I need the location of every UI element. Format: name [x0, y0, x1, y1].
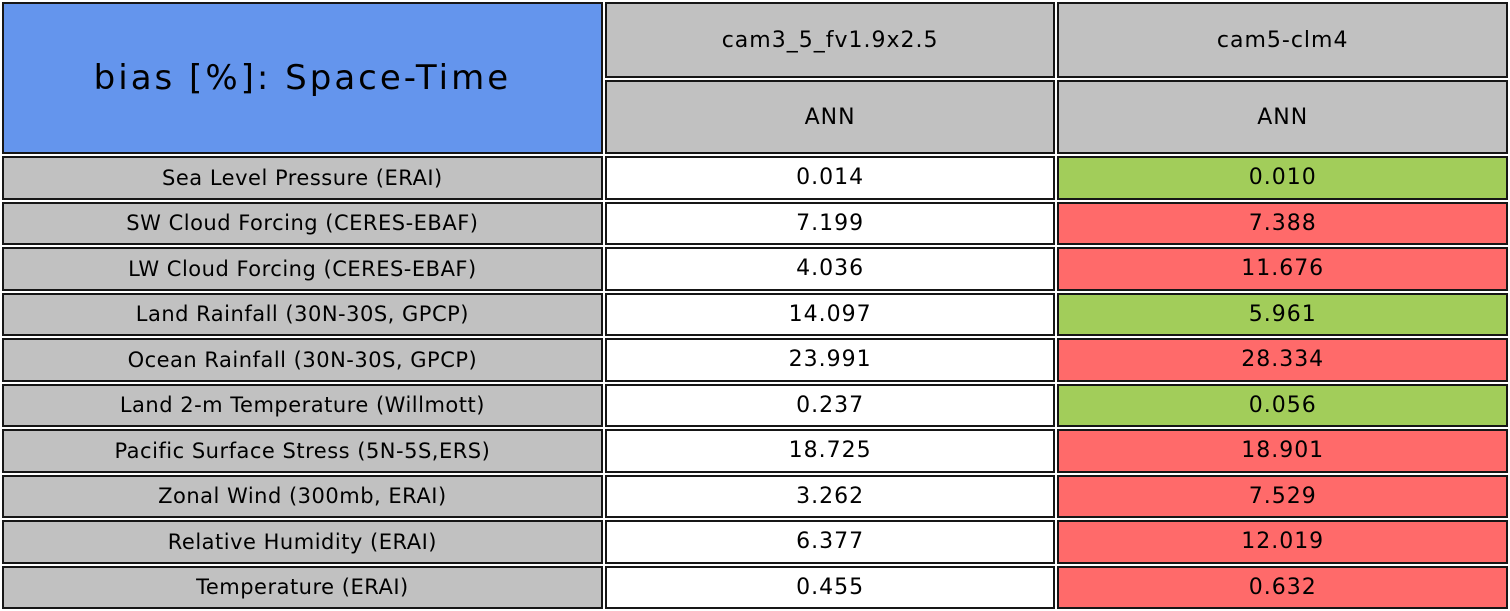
column-header-model-1: cam3_5_fv1.9x2.5	[604, 2, 1056, 78]
model-header-row: bias [%]: Space-Time cam3_5_fv1.9x2.5 ca…	[2, 2, 1508, 154]
column-subheader-season-1: ANN	[604, 80, 1056, 154]
value-cell: 7.199	[604, 201, 1056, 245]
value-cell: 4.036	[604, 247, 1056, 291]
row-label: Ocean Rainfall (30N-30S, GPCP)	[2, 338, 603, 382]
value-cell: 6.377	[604, 520, 1056, 564]
table-row: Zonal Wind (300mb, ERAI) 3.262 7.529	[2, 474, 1508, 518]
table-row: Sea Level Pressure (ERAI) 0.014 0.010	[2, 156, 1508, 200]
value-cell: 23.991	[604, 338, 1056, 382]
value-cell: 5.961	[1057, 292, 1508, 336]
column-subheader-season-2: ANN	[1057, 80, 1508, 154]
table-row: Land 2-m Temperature (Willmott) 0.237 0.…	[2, 383, 1508, 427]
value-cell: 7.529	[1057, 474, 1508, 518]
value-cell: 7.388	[1057, 201, 1508, 245]
table-row: LW Cloud Forcing (CERES-EBAF) 4.036 11.6…	[2, 247, 1508, 291]
row-label: Temperature (ERAI)	[2, 565, 603, 609]
table-row: Pacific Surface Stress (5N-5S,ERS) 18.72…	[2, 429, 1508, 473]
value-cell: 11.676	[1057, 247, 1508, 291]
value-cell: 28.334	[1057, 338, 1508, 382]
row-label: Pacific Surface Stress (5N-5S,ERS)	[2, 429, 603, 473]
row-label: Relative Humidity (ERAI)	[2, 520, 603, 564]
value-cell: 12.019	[1057, 520, 1508, 564]
row-label: LW Cloud Forcing (CERES-EBAF)	[2, 247, 603, 291]
row-label: SW Cloud Forcing (CERES-EBAF)	[2, 201, 603, 245]
value-cell: 3.262	[604, 474, 1056, 518]
table-row: Relative Humidity (ERAI) 6.377 12.019	[2, 520, 1508, 564]
table-row: Land Rainfall (30N-30S, GPCP) 14.097 5.9…	[2, 292, 1508, 336]
value-cell: 18.725	[604, 429, 1056, 473]
row-label: Land Rainfall (30N-30S, GPCP)	[2, 292, 603, 336]
value-cell: 0.237	[604, 383, 1056, 427]
table-row: Temperature (ERAI) 0.455 0.632	[2, 565, 1508, 609]
table-title: bias [%]: Space-Time	[2, 2, 603, 154]
season-header-row: ANN ANN	[2, 80, 1508, 154]
value-cell: 0.014	[604, 156, 1056, 200]
value-cell: 14.097	[604, 292, 1056, 336]
value-cell: 18.901	[1057, 429, 1508, 473]
value-cell: 0.056	[1057, 383, 1508, 427]
value-cell: 0.632	[1057, 565, 1508, 609]
row-label: Zonal Wind (300mb, ERAI)	[2, 474, 603, 518]
table-row: SW Cloud Forcing (CERES-EBAF) 7.199 7.38…	[2, 201, 1508, 245]
row-label: Land 2-m Temperature (Willmott)	[2, 383, 603, 427]
value-cell: 0.455	[604, 565, 1056, 609]
table-row: Ocean Rainfall (30N-30S, GPCP) 23.991 28…	[2, 338, 1508, 382]
value-cell: 0.010	[1057, 156, 1508, 200]
row-label: Sea Level Pressure (ERAI)	[2, 156, 603, 200]
column-header-model-2: cam5-clm4	[1057, 2, 1508, 78]
